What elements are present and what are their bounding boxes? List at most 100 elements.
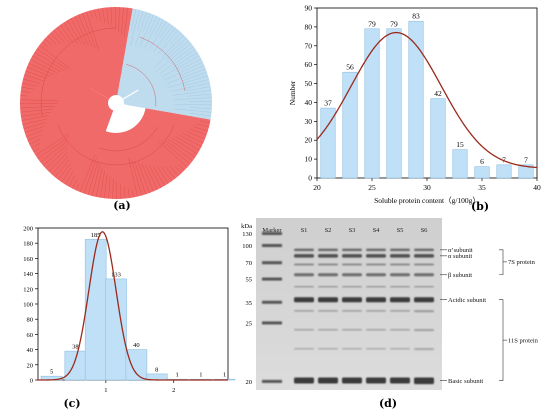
lane-label: S2 bbox=[325, 227, 332, 234]
branch-line bbox=[98, 8, 102, 21]
branch-line bbox=[82, 12, 96, 49]
branch-line bbox=[152, 37, 187, 69]
marker-size-label: 55 bbox=[246, 277, 253, 284]
branch-line bbox=[172, 90, 212, 96]
branch-line bbox=[53, 29, 66, 44]
panel-label-b: (b) bbox=[470, 200, 490, 213]
data-label: 83 bbox=[412, 12, 420, 21]
protein-band bbox=[342, 347, 362, 350]
branch-line bbox=[165, 40, 190, 61]
protein-band bbox=[294, 248, 314, 252]
branch-line bbox=[161, 166, 172, 182]
branch-line bbox=[174, 165, 182, 174]
protein-band bbox=[366, 254, 386, 258]
branch-line bbox=[70, 18, 86, 45]
branch-line bbox=[104, 173, 108, 199]
branch-line bbox=[145, 164, 158, 190]
branch-line bbox=[21, 115, 49, 121]
y-tick-label: 0 bbox=[308, 174, 312, 183]
marker-size-label: 70 bbox=[246, 260, 253, 267]
branch-line bbox=[165, 166, 176, 179]
y-tick-label: 120 bbox=[23, 286, 33, 293]
x-axis-label: Soluble protein content（g/100g） bbox=[374, 196, 480, 205]
branch-line bbox=[157, 29, 179, 55]
branch-line bbox=[168, 138, 196, 158]
protein-band bbox=[390, 254, 410, 258]
branch-line bbox=[20, 108, 53, 113]
data-label: 38 bbox=[72, 344, 79, 351]
data-label: 133 bbox=[111, 271, 121, 278]
branch-line bbox=[20, 91, 31, 93]
branch-line bbox=[90, 10, 93, 18]
branch-line bbox=[112, 178, 114, 199]
y-tick-label: 70 bbox=[305, 41, 313, 50]
branch-line bbox=[60, 24, 74, 44]
y-tick-label: 160 bbox=[23, 256, 33, 263]
protein-band bbox=[294, 286, 314, 288]
protein-band bbox=[294, 310, 314, 312]
protein-band bbox=[390, 297, 410, 303]
branch-line bbox=[157, 140, 188, 168]
panel-c: 0 20 40 60 80 100 120 140 160 180 200 1 2 5 38 185 133 40… bbox=[0, 218, 240, 407]
protein-band bbox=[342, 248, 362, 252]
histogram-bar bbox=[320, 107, 336, 179]
histogram-bar bbox=[125, 349, 148, 381]
branch-arc bbox=[40, 27, 117, 117]
branch-line bbox=[187, 93, 212, 97]
branch-line bbox=[170, 166, 179, 177]
branch-line bbox=[182, 72, 208, 81]
branch-line bbox=[178, 164, 185, 171]
data-label: 42 bbox=[434, 89, 442, 98]
branch-line bbox=[48, 151, 69, 172]
cluster-blue bbox=[117, 8, 212, 120]
data-label: 185 bbox=[91, 232, 101, 239]
protein-band bbox=[414, 248, 434, 252]
cluster-red bbox=[20, 7, 211, 200]
branch-line bbox=[123, 7, 128, 38]
branch-line bbox=[138, 162, 150, 194]
branch-line bbox=[179, 135, 202, 147]
protein-band bbox=[366, 310, 386, 312]
protein-band bbox=[294, 347, 314, 350]
protein-band bbox=[390, 263, 410, 266]
branch-line bbox=[196, 123, 210, 128]
branch-line bbox=[158, 49, 196, 75]
branch-line bbox=[134, 11, 147, 47]
branch-line bbox=[40, 140, 69, 163]
branch-line bbox=[173, 52, 198, 68]
branch-line bbox=[153, 25, 173, 52]
cluster-red-inner bbox=[88, 71, 122, 99]
protein-band bbox=[366, 377, 386, 384]
branch-arc bbox=[57, 124, 175, 166]
cluster-red-mid bbox=[55, 73, 114, 160]
data-label: 79 bbox=[368, 19, 376, 28]
branch-line bbox=[149, 165, 162, 188]
histogram-bar bbox=[105, 278, 127, 381]
y-tick-label: 0 bbox=[30, 378, 33, 385]
branch-line bbox=[25, 70, 47, 79]
branch-line bbox=[24, 74, 44, 82]
branch-line bbox=[159, 23, 170, 39]
data-label: 79 bbox=[390, 19, 398, 28]
protein-band bbox=[390, 329, 410, 331]
branch-line bbox=[30, 59, 58, 74]
protein-band bbox=[318, 377, 338, 384]
branch-line bbox=[142, 13, 151, 33]
branch-line bbox=[21, 86, 34, 90]
protein-band bbox=[294, 377, 314, 384]
protein-band bbox=[318, 286, 338, 288]
x-tick-label: 1 bbox=[104, 387, 107, 394]
branch-line bbox=[36, 48, 68, 71]
panel-a bbox=[0, 0, 270, 205]
branch-line bbox=[32, 55, 61, 72]
branch-line bbox=[169, 46, 194, 64]
branch-line bbox=[123, 186, 126, 199]
protein-band bbox=[318, 329, 338, 331]
panel-label-c: (c) bbox=[63, 397, 81, 410]
branch-line bbox=[148, 21, 167, 50]
branch-line bbox=[51, 155, 69, 175]
fit-curve bbox=[38, 231, 228, 381]
data-label: 6 bbox=[480, 157, 484, 166]
y-tick-label: 20 bbox=[27, 362, 34, 369]
branch-line bbox=[58, 163, 71, 180]
